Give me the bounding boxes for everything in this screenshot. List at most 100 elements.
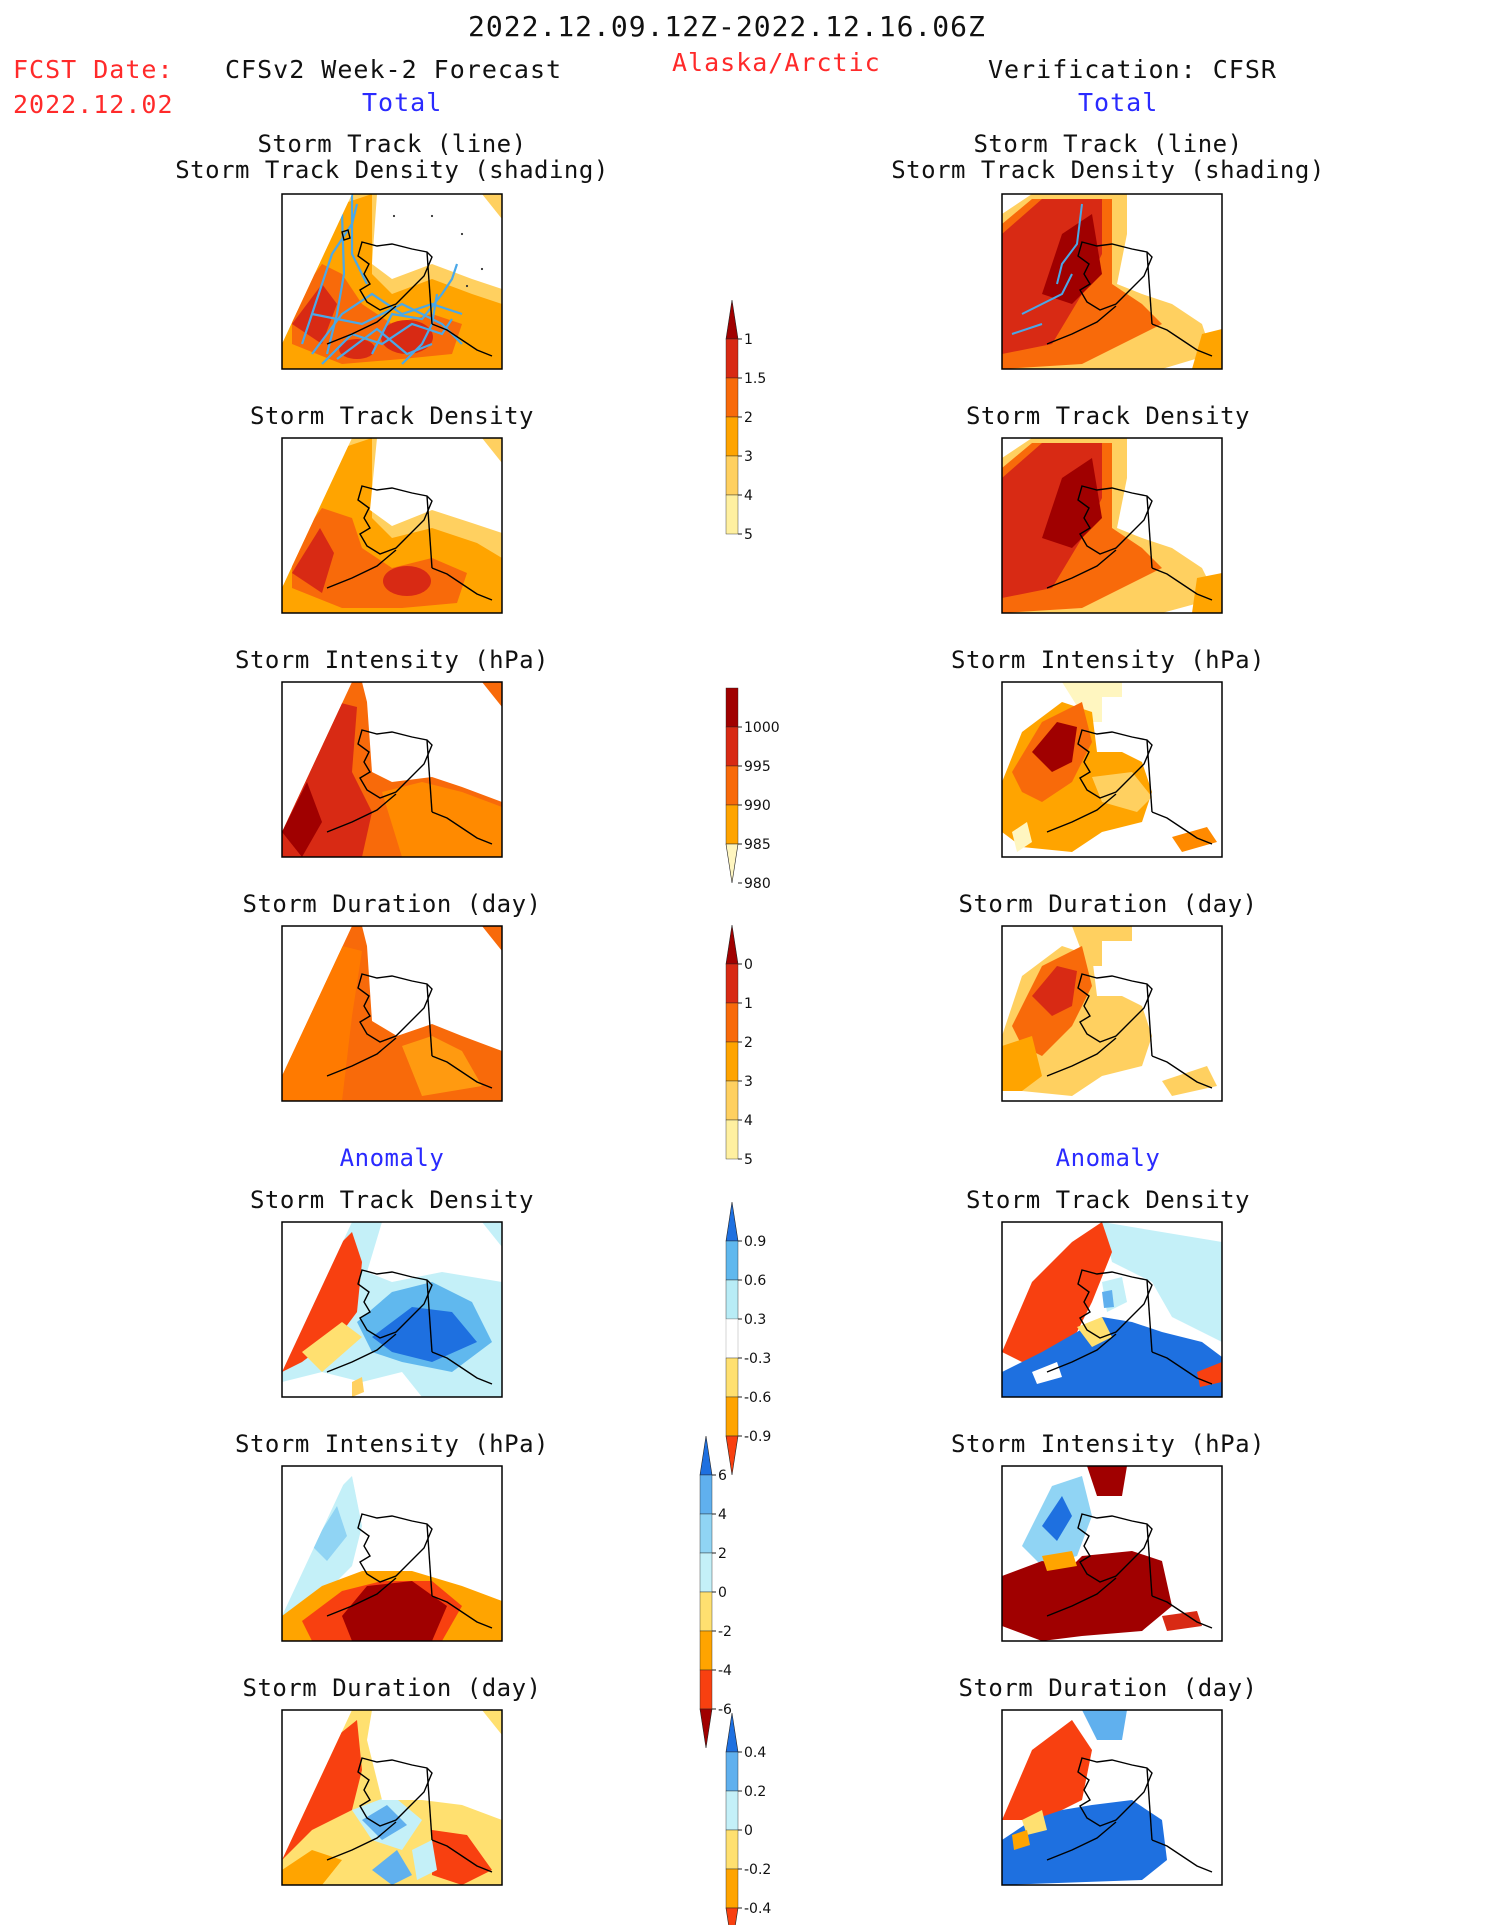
colorbar-segment [725, 1396, 739, 1437]
left-intensity-map [281, 681, 503, 858]
colorbar-tick-label: 4 [718, 1507, 727, 1523]
colorbar-tick-label: 0.9 [744, 1234, 766, 1250]
region-title: Alaska/Arctic [672, 48, 881, 77]
colorbar-tick-label: 1.5 [744, 371, 766, 387]
right-track-line-title: Storm Track (line) [973, 130, 1243, 158]
colorbar-segment [699, 1630, 713, 1671]
left-density-title: Storm Track Density [249, 402, 535, 430]
colorbar-anomaly-duration: 0.4 0.2 0 -0.2 -0.4 [725, 1712, 771, 1925]
left-track-line-title: Storm Track (line) [257, 130, 527, 158]
colorbar-tick-label: 2 [744, 1035, 753, 1051]
colorbar-tick-label: 985 [744, 837, 771, 853]
colorbar-segment [725, 1829, 739, 1870]
colorbar-tick-label: 995 [744, 759, 771, 775]
colorbar-tick-label: 2 [718, 1546, 727, 1562]
colorbar-tick-label: -6 [718, 1702, 732, 1718]
colorbar-segment [725, 804, 739, 845]
colorbar-segment [725, 1002, 739, 1043]
colorbar-tick-label: -0.2 [744, 1862, 771, 1878]
right-duration-title: Storm Duration (day) [958, 890, 1258, 918]
colorbar-segment [725, 963, 739, 1004]
right-anom-duration-title: Storm Duration (day) [958, 1674, 1258, 1702]
colorbar-tick-label: 4 [744, 1113, 753, 1129]
colorbar-segment [725, 1041, 739, 1082]
colorbar-segment [725, 687, 739, 728]
colorbar-segment [725, 726, 739, 767]
colorbar-tick-label: 0 [718, 1585, 727, 1601]
colorbar-tick-label: 0.2 [744, 1784, 766, 1800]
colorbar-segment [725, 1119, 739, 1160]
colorbar-tick-label: 0 [744, 957, 753, 973]
colorbar-segment [725, 455, 739, 496]
colorbar-segment [725, 1201, 739, 1242]
colorbar-tick-label: 3 [744, 449, 753, 465]
colorbar-segment [699, 1513, 713, 1554]
left-intensity-title: Storm Intensity (hPa) [235, 646, 549, 674]
colorbar-track-density: 1 1.5 2 3 4 5 [725, 299, 766, 543]
colorbar-segment [725, 1712, 739, 1753]
colorbar-tick-label: 5 [744, 527, 753, 543]
colorbar-tick-label: 0.6 [744, 1273, 766, 1289]
colorbar-segment [699, 1435, 713, 1476]
colorbar-tick-label: -0.3 [744, 1351, 771, 1367]
right-intensity-title: Storm Intensity (hPa) [951, 646, 1265, 674]
left-track-shading-title: Storm Track Density (shading) [175, 156, 609, 184]
colorbar-segment [725, 338, 739, 379]
colorbar-segment [699, 1474, 713, 1515]
colorbar-segment [699, 1552, 713, 1593]
fcst-date-value: 2022.12.02 [13, 90, 174, 119]
colorbar-tick-label: 0.3 [744, 1312, 766, 1328]
colorbar-tick-label: 6 [718, 1468, 727, 1484]
colorbar-tick-label: 5 [744, 1152, 753, 1168]
right-duration-map [1001, 925, 1223, 1102]
right-anomaly-title: Anomaly [1055, 1144, 1161, 1172]
colorbar-segment [725, 1357, 739, 1398]
right-anom-density-title: Storm Track Density [965, 1186, 1251, 1214]
colorbar-tick-label: 1 [744, 996, 753, 1012]
left-anom-intensity-title: Storm Intensity (hPa) [235, 1430, 549, 1458]
colorbar-anomaly-intensity: 6 4 2 0 -2 -4 -6 [699, 1435, 732, 1749]
left-anom-duration-title: Storm Duration (day) [242, 1674, 542, 1702]
colorbar-tick-label: -2 [718, 1624, 732, 1640]
colorbar-segment [699, 1708, 713, 1749]
right-anom-duration-map [1001, 1709, 1223, 1886]
colorbar-segment [725, 1240, 739, 1281]
colorbar-segment [725, 1279, 739, 1320]
left-anom-duration-map [281, 1709, 503, 1886]
colorbar-tick-label: 3 [744, 1074, 753, 1090]
colorbar-tick-label: 990 [744, 798, 771, 814]
colorbar-segment [725, 1751, 739, 1792]
right-density-map [1001, 437, 1223, 614]
right-anom-intensity-map [1001, 1465, 1223, 1642]
right-track-shading-title: Storm Track Density (shading) [891, 156, 1325, 184]
colorbar-segment [725, 494, 739, 535]
colorbar-segment [725, 1080, 739, 1121]
colorbar-tick-label: -0.6 [744, 1390, 771, 1406]
colorbar-duration: 0 1 2 3 4 5 [725, 924, 753, 1168]
colorbar-segment [725, 1435, 739, 1476]
colorbar-segment [725, 1318, 739, 1359]
colorbar-tick-label: 1 [744, 332, 753, 348]
colorbar-segment [725, 924, 739, 965]
right-anom-density-map [1001, 1221, 1223, 1398]
left-duration-title: Storm Duration (day) [242, 890, 542, 918]
colorbar-tick-label: 0 [744, 1823, 753, 1839]
total-right-title: Total [1078, 88, 1159, 117]
colorbar-segment [725, 765, 739, 806]
colorbar-segment [725, 1907, 739, 1925]
colorbar-segment [725, 416, 739, 457]
left-track-map [281, 193, 503, 370]
forecast-title: CFSv2 Week-2 Forecast [225, 55, 563, 84]
total-left-title: Total [362, 88, 443, 117]
left-duration-map [281, 925, 503, 1102]
colorbar-intensity: 1000 995 990 985 980 [725, 687, 780, 892]
colorbar-segment [725, 299, 739, 340]
right-density-title: Storm Track Density [965, 402, 1251, 430]
left-anom-intensity-map [281, 1465, 503, 1642]
colorbar-anomaly-density: 0.9 0.6 0.3 -0.3 -0.6 -0.9 [725, 1201, 771, 1476]
right-track-map [1001, 193, 1223, 370]
right-anom-intensity-title: Storm Intensity (hPa) [951, 1430, 1265, 1458]
colorbar-tick-label: 980 [744, 876, 771, 892]
period-title: 2022.12.09.12Z-2022.12.16.06Z [468, 10, 986, 43]
